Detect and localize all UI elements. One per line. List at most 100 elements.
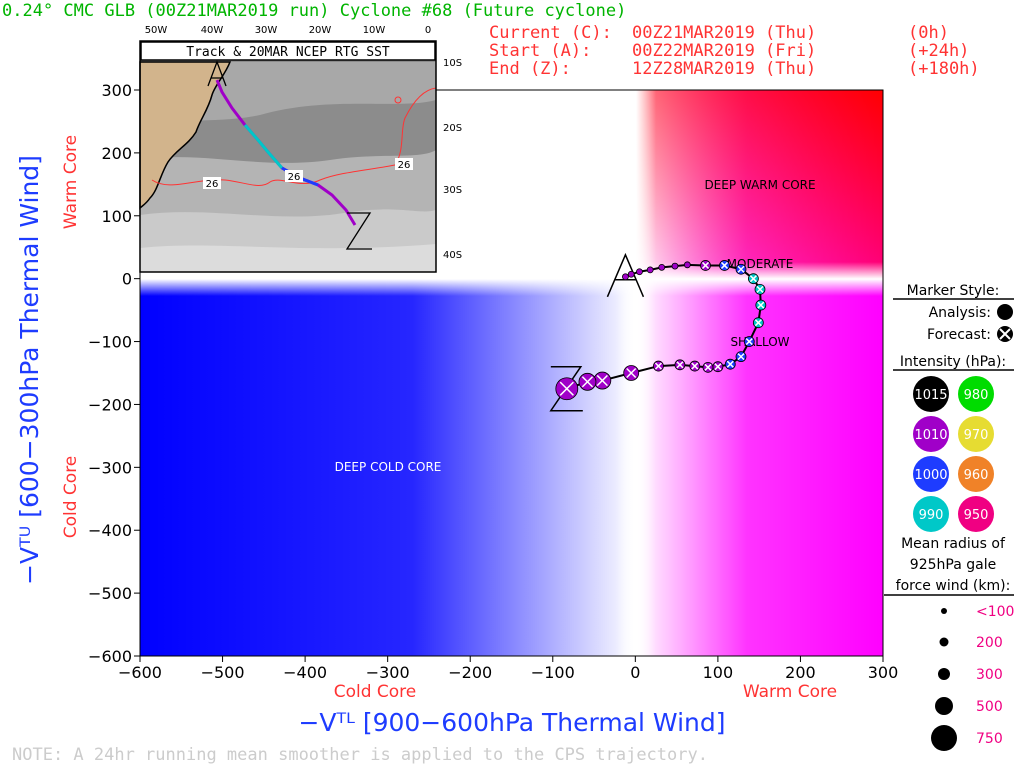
forecast-point: [754, 283, 766, 295]
analysis-point: [671, 262, 679, 270]
y-tick-label: −200: [88, 395, 132, 414]
y-tick-label: −100: [88, 333, 132, 352]
svg-text:980: 980: [964, 388, 989, 403]
sst-26-ring: [394, 96, 402, 104]
inset-land: [139, 61, 232, 210]
y-tick-label: 300: [101, 81, 132, 100]
inset-lat-label: 30S: [443, 185, 462, 196]
radius-entry: 200: [939, 635, 1003, 651]
inset-lon-label: 0: [425, 25, 431, 36]
inset-lon-label: 30W: [255, 25, 278, 36]
forecast-point: [743, 336, 755, 347]
x-tick-label: −600: [118, 663, 162, 682]
forecast-point: [755, 299, 767, 311]
forecast-point: [653, 360, 664, 372]
inset-track-cyan: [243, 124, 284, 169]
x-cold-core-label: Cold Core: [334, 682, 417, 702]
forecast-point: [674, 359, 686, 371]
analysis-label: Analysis:: [929, 305, 991, 321]
intensity-swatch: 980: [958, 376, 994, 412]
inset-lon-label: 20W: [309, 25, 332, 36]
inset-a-marker: [207, 60, 227, 87]
inset-frame: [139, 40, 437, 273]
y-axis-title: −Vᵀᵁ [600−300hPa Thermal Wind]: [15, 155, 44, 585]
shallow-label: SHALLOW: [730, 335, 789, 349]
inset-sst-labels: 26 26 26: [203, 158, 413, 190]
forecast-point: [747, 273, 759, 285]
x-axis-ticks: −600 −500 −400 −300 −200 −100 0 100 200 300: [118, 656, 898, 682]
radius-title-2: 925hPa gale: [910, 557, 996, 573]
forecast-point: [623, 365, 640, 381]
y-tick-label: −300: [88, 458, 132, 477]
analysis-point: [627, 270, 635, 278]
analysis-point: [658, 263, 666, 271]
analysis-point: [646, 266, 654, 274]
analysis-point: [683, 261, 691, 269]
svg-text:750: 750: [976, 731, 1003, 747]
inset-lon-labels: 50W 40W 30W 20W 10W 0: [145, 25, 432, 36]
x-tick-label: −300: [366, 663, 410, 682]
forecast-point: [700, 260, 711, 271]
svg-text:500: 500: [976, 699, 1003, 715]
svg-text:1010: 1010: [914, 428, 947, 443]
y-tick-label: 100: [101, 207, 132, 226]
current-label: Current (C):: [489, 23, 612, 43]
current-value: 00Z21MAR2019 (Thu): [632, 23, 816, 43]
intensity-swatch: 950: [958, 496, 994, 532]
analysis-point: [622, 273, 629, 281]
deep-warm-core-label: DEEP WARM CORE: [704, 178, 815, 192]
svg-text:200: 200: [976, 635, 1003, 651]
x-tick-label: −400: [283, 663, 327, 682]
x-tick-label: −100: [531, 663, 575, 682]
radius-title-3: force wind (km):: [896, 578, 1011, 594]
inset-z-marker: [345, 212, 372, 250]
intensity-swatch: 1015: [913, 376, 949, 412]
sst-contour-label: 26: [206, 179, 219, 190]
deep-cold-core-label: DEEP COLD CORE: [335, 460, 442, 474]
end-offset: (+180h): [908, 59, 980, 79]
x-tick-label: 0: [630, 663, 640, 682]
inset-lon-label: 10W: [363, 25, 386, 36]
intensity-swatch: 1010: [913, 416, 949, 452]
forecast-label: Forecast:: [927, 327, 991, 343]
x-tick-label: −500: [201, 663, 245, 682]
start-value: 00Z22MAR2019 (Fri): [632, 41, 816, 61]
cps-trajectory: [549, 252, 767, 412]
svg-text:990: 990: [919, 508, 944, 523]
footnote: NOTE: A 24hr running mean smoother is ap…: [12, 745, 708, 765]
intensity-title: Intensity (hPa):: [900, 354, 1006, 370]
plot-frame: [139, 89, 884, 657]
inset-lon-label: 40W: [201, 25, 224, 36]
forecast-point: [555, 377, 579, 401]
y-tick-label: −600: [88, 647, 132, 666]
inset-lat-labels: 10S 20S 30S 40S: [443, 58, 462, 261]
inset-lat-label: 20S: [443, 123, 462, 134]
radius-entry: <100: [941, 604, 1014, 620]
inset-lat-label: 10S: [443, 58, 462, 69]
x-tick-label: −200: [448, 663, 492, 682]
svg-text:<100: <100: [976, 604, 1014, 620]
marker-style-title: Marker Style:: [907, 283, 1000, 299]
x-tick-label: 100: [703, 663, 734, 682]
end-value: 12Z28MAR2019 (Thu): [632, 59, 816, 79]
end-label: End (Z):: [489, 59, 571, 79]
x-warm-core-label: Warm Core: [743, 682, 837, 702]
svg-text:960: 960: [964, 468, 989, 483]
svg-text:970: 970: [964, 428, 989, 443]
intensity-swatch: 970: [958, 416, 994, 452]
intensity-swatch: 1000: [913, 456, 949, 492]
svg-text:1015: 1015: [914, 388, 947, 403]
radius-entry: 750: [931, 725, 1003, 751]
time-info: Current (C): 00Z21MAR2019 (Thu) (0h) Sta…: [489, 23, 980, 79]
y-tick-label: 0: [122, 270, 132, 289]
intensity-swatch: 990: [913, 496, 949, 532]
y-cold-core-label: Cold Core: [61, 456, 81, 539]
y-tick-label: 200: [101, 144, 132, 163]
current-offset: (0h): [908, 23, 949, 43]
plot-background: [140, 90, 883, 656]
inset-lon-label: 50W: [145, 25, 168, 36]
svg-text:1000: 1000: [914, 468, 947, 483]
x-tick-label: 200: [785, 663, 816, 682]
start-label: Start (A):: [489, 41, 591, 61]
